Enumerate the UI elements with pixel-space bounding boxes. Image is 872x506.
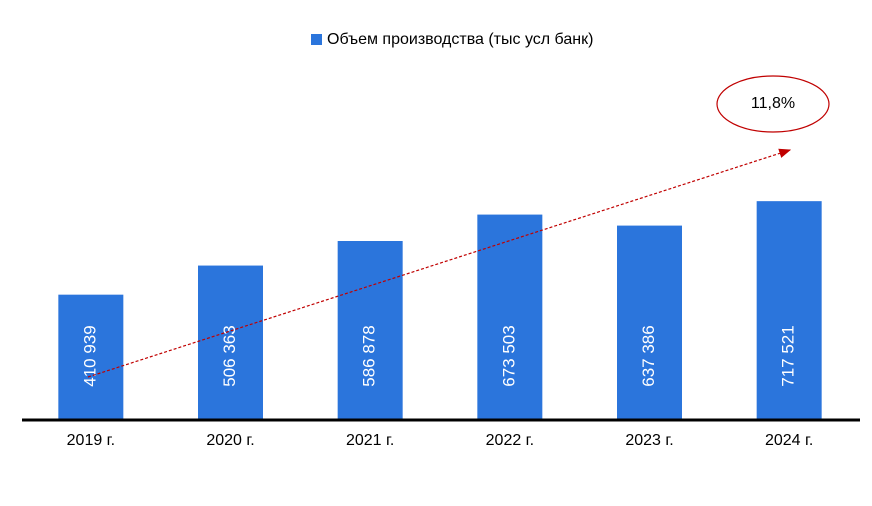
value-label: 506 363 [220, 325, 239, 386]
annotation-ellipse [716, 75, 830, 133]
x-tick-label: 2023 г. [625, 432, 673, 449]
annotation: 11,8% [751, 95, 795, 112]
bar [58, 294, 124, 420]
value-label: 673 503 [499, 325, 518, 386]
bar [617, 225, 682, 420]
value-label: 717 521 [779, 325, 798, 386]
bar [756, 201, 822, 420]
value-label: 637 386 [639, 325, 658, 386]
legend-label: Объем производства (тыс усл банк) [327, 31, 593, 48]
x-tick-label: 2024 г. [765, 432, 813, 449]
value-label: 586 878 [360, 325, 379, 386]
x-tick-label: 2021 г. [346, 432, 394, 449]
bar [477, 214, 543, 420]
value-label: 410 939 [80, 325, 99, 386]
x-tick-label: 2020 г. [206, 432, 254, 449]
bar [337, 241, 403, 420]
x-tick-label: 2019 г. [67, 432, 115, 449]
trend-arrow [87, 148, 792, 378]
x-tick-label: 2022 г. [486, 432, 534, 449]
legend-swatch [311, 34, 322, 45]
bar [198, 265, 263, 420]
